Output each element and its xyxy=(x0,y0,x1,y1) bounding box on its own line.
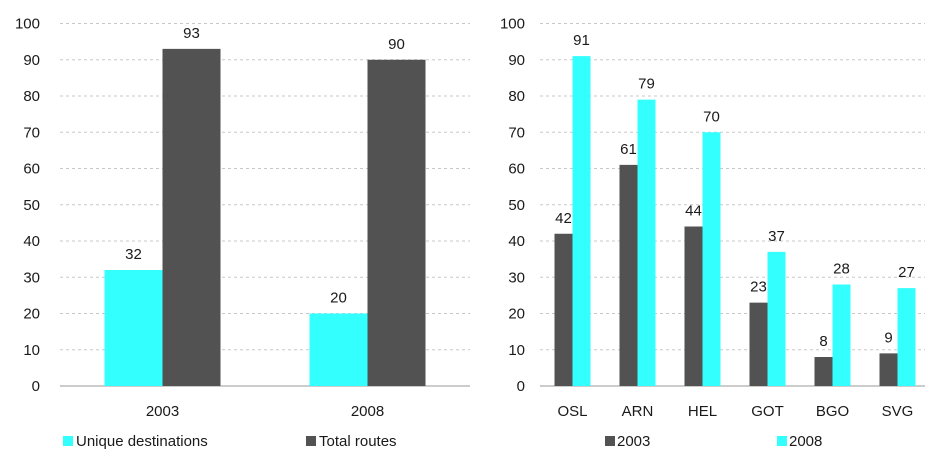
data-label: 44 xyxy=(685,203,702,220)
data-label: 32 xyxy=(125,246,142,263)
y-tick-label: 50 xyxy=(508,197,525,214)
y-tick-label: 40 xyxy=(508,233,525,250)
x-tick-label: 2008 xyxy=(351,403,384,420)
bar xyxy=(309,313,368,386)
data-label: 93 xyxy=(183,25,200,42)
chart-right: 0 10 20 30 40 50 60 70 80 90 100 42 91 OSL 61 79 ARN 44 70… xyxy=(500,16,925,450)
y-tick-label: 50 xyxy=(23,197,40,214)
y-tick-label: 30 xyxy=(508,269,525,286)
y-tick-label: 20 xyxy=(508,306,525,323)
y-tick-label: 20 xyxy=(23,306,40,323)
data-label: 8 xyxy=(819,333,827,350)
y-tick-label: 90 xyxy=(508,52,525,69)
x-tick-label: GOT xyxy=(751,403,784,420)
y-tick-label: 70 xyxy=(23,124,40,141)
legend-swatch xyxy=(777,436,787,446)
data-label: 37 xyxy=(768,228,785,245)
legend-label: Total routes xyxy=(319,433,397,450)
bar xyxy=(832,284,851,386)
bar xyxy=(162,48,221,386)
data-label: 9 xyxy=(884,329,892,346)
bar xyxy=(702,132,721,386)
legend-label: Unique destinations xyxy=(76,433,208,450)
y-tick-label: 0 xyxy=(517,378,525,395)
bar xyxy=(749,302,768,386)
data-label: 20 xyxy=(330,290,347,307)
bar xyxy=(619,164,638,386)
chart-left: 0 10 20 30 40 50 60 70 80 90 100 32 93 2003 20 90 2008 Un… xyxy=(15,16,470,450)
y-tick-label: 80 xyxy=(23,88,40,105)
y-tick-label: 70 xyxy=(508,124,525,141)
bar xyxy=(637,99,656,386)
data-label: 28 xyxy=(833,261,850,278)
data-label: 42 xyxy=(555,210,572,227)
legend-swatch xyxy=(63,436,73,446)
data-label: 23 xyxy=(750,279,767,296)
x-tick-label: SVG xyxy=(882,403,914,420)
x-tick-label: BGO xyxy=(816,403,849,420)
y-tick-label: 0 xyxy=(32,378,40,395)
x-tick-label: 2003 xyxy=(146,403,179,420)
bar xyxy=(554,233,573,386)
data-label: 90 xyxy=(388,36,405,53)
data-label: 79 xyxy=(638,76,655,93)
legend-swatch xyxy=(306,436,316,446)
y-tick-label: 90 xyxy=(23,52,40,69)
bar xyxy=(814,357,833,386)
y-tick-label: 100 xyxy=(500,16,525,33)
x-tick-label: ARN xyxy=(622,403,654,420)
data-label: 70 xyxy=(703,108,720,125)
y-tick-label: 10 xyxy=(23,342,40,359)
bar xyxy=(572,56,591,386)
data-label: 61 xyxy=(620,141,637,158)
x-tick-label: OSL xyxy=(557,403,587,420)
x-tick-label: HEL xyxy=(688,403,717,420)
bar xyxy=(104,270,163,386)
legend-label: 2008 xyxy=(789,433,822,450)
bar xyxy=(367,59,426,386)
y-tick-label: 40 xyxy=(23,233,40,250)
data-label: 91 xyxy=(573,32,590,49)
bar xyxy=(879,353,898,386)
legend-swatch xyxy=(605,436,615,446)
legend-label: 2003 xyxy=(617,433,650,450)
y-tick-label: 60 xyxy=(508,161,525,178)
y-tick-label: 100 xyxy=(15,16,40,33)
y-tick-label: 10 xyxy=(508,342,525,359)
data-label: 27 xyxy=(898,264,915,281)
y-tick-label: 30 xyxy=(23,269,40,286)
y-tick-label: 60 xyxy=(23,161,40,178)
bar xyxy=(684,226,703,386)
bar xyxy=(897,288,916,386)
y-tick-label: 80 xyxy=(508,88,525,105)
bar xyxy=(767,251,786,386)
